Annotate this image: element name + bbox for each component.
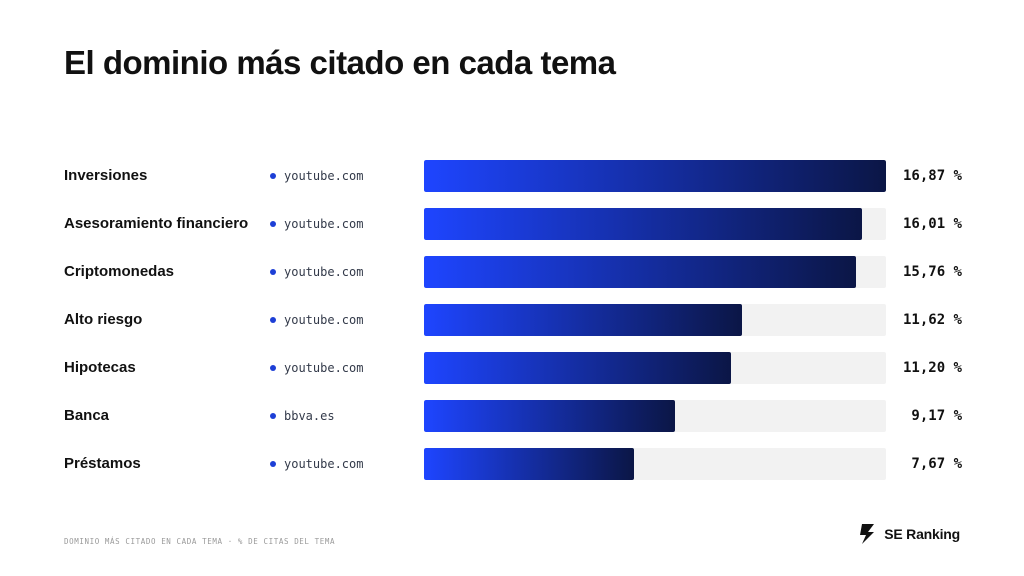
bar-track bbox=[424, 352, 886, 384]
category-label: Banca bbox=[64, 407, 110, 424]
bullet-dot-icon bbox=[270, 221, 276, 227]
domain-tag: youtube.com bbox=[270, 352, 363, 384]
bar-track bbox=[424, 256, 886, 288]
domain-tag: youtube.com bbox=[270, 304, 363, 336]
bullet-dot-icon bbox=[270, 461, 276, 467]
domain-tag: youtube.com bbox=[270, 448, 363, 480]
bar-track bbox=[424, 304, 886, 336]
value-label: 7,67 % bbox=[911, 456, 962, 472]
bar-track bbox=[424, 448, 886, 480]
value-label: 9,17 % bbox=[911, 408, 962, 424]
bar-row: Banca bbva.es 9,17 % bbox=[0, 400, 1024, 432]
bar-row: Asesoramiento financiero youtube.com 16,01… bbox=[0, 208, 1024, 240]
brand-name: SE Ranking bbox=[884, 526, 960, 542]
value-label: 16,87 % bbox=[902, 168, 962, 184]
se-ranking-logo-icon bbox=[858, 523, 878, 545]
category-label: Alto riesgo bbox=[64, 311, 143, 328]
value-label: 15,76 % bbox=[902, 264, 962, 280]
bar bbox=[424, 304, 742, 336]
bullet-dot-icon bbox=[270, 365, 276, 371]
domain-label: youtube.com bbox=[284, 361, 364, 375]
category-label: Hipotecas bbox=[64, 359, 136, 376]
domain-label: youtube.com bbox=[284, 265, 364, 279]
bullet-dot-icon bbox=[270, 317, 276, 323]
bar-row: Alto riesgo youtube.com 11,62 % bbox=[0, 304, 1024, 336]
domain-label: bbva.es bbox=[284, 409, 335, 423]
value-label: 16,01 % bbox=[902, 216, 962, 232]
bar bbox=[424, 448, 634, 480]
domain-tag: youtube.com bbox=[270, 256, 363, 288]
bar-row: Préstamos youtube.com 7,67 % bbox=[0, 448, 1024, 480]
domain-tag: youtube.com bbox=[270, 208, 363, 240]
bullet-dot-icon bbox=[270, 269, 276, 275]
domain-label: youtube.com bbox=[284, 313, 364, 327]
bullet-dot-icon bbox=[270, 173, 276, 179]
bar-track bbox=[424, 160, 886, 192]
category-label: Préstamos bbox=[64, 455, 141, 472]
value-label: 11,62 % bbox=[902, 312, 962, 328]
footnote: DOMINIO MÁS CITADO EN CADA TEMA · % DE C… bbox=[64, 537, 336, 546]
category-label: Inversiones bbox=[64, 167, 148, 184]
value-label: 11,20 % bbox=[902, 360, 962, 376]
bar bbox=[424, 208, 862, 240]
bar bbox=[424, 400, 675, 432]
brand-logo: SE Ranking bbox=[858, 523, 960, 545]
bar bbox=[424, 352, 731, 384]
bar bbox=[424, 160, 886, 192]
domain-label: youtube.com bbox=[284, 169, 364, 183]
bar bbox=[424, 256, 856, 288]
chart-title: El dominio más citado en cada tema bbox=[64, 44, 616, 81]
category-label: Criptomonedas bbox=[64, 263, 175, 280]
category-label: Asesoramiento financiero bbox=[64, 215, 249, 232]
domain-label: youtube.com bbox=[284, 217, 364, 231]
domain-label: youtube.com bbox=[284, 457, 364, 471]
bar-row: Hipotecas youtube.com 11,20 % bbox=[0, 352, 1024, 384]
bar-track bbox=[424, 208, 886, 240]
domain-tag: bbva.es bbox=[270, 400, 335, 432]
bar-row: Criptomonedas youtube.com 15,76 % bbox=[0, 256, 1024, 288]
bar-row: Inversiones youtube.com 16,87 % bbox=[0, 160, 1024, 192]
domain-tag: youtube.com bbox=[270, 160, 363, 192]
bullet-dot-icon bbox=[270, 413, 276, 419]
bar-track bbox=[424, 400, 886, 432]
